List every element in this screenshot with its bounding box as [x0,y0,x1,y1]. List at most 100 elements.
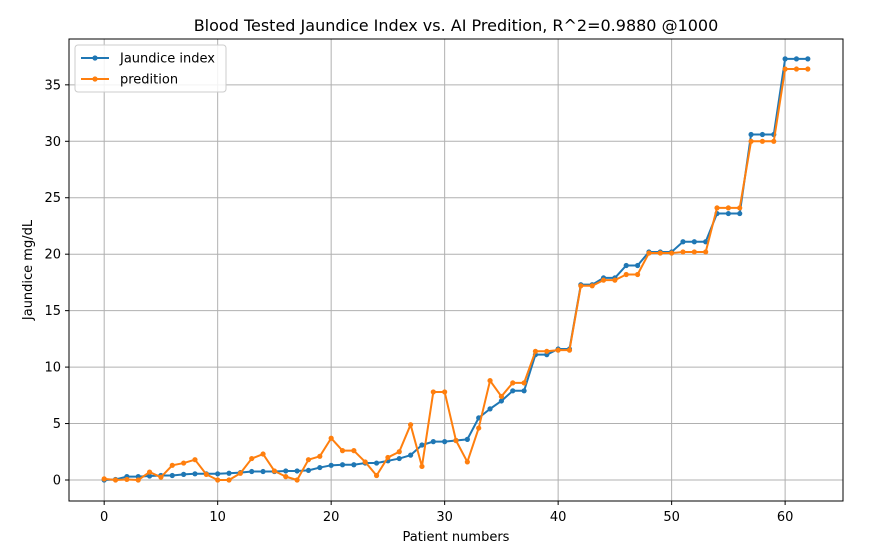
legend-box [74,44,227,93]
y-tick-label: 10 [44,361,61,376]
data-point [748,131,754,138]
data-point [544,348,550,354]
data-point [782,66,788,72]
data-point [703,249,709,255]
data-point [249,455,255,462]
data-point [215,477,221,483]
gridlines [69,39,843,501]
data-point [317,453,323,459]
data-point [453,437,459,444]
data-point [691,249,697,255]
y-axis-title: Jaundice mg/dL [21,219,36,321]
legend: Jaundice index predition [74,44,227,93]
data-point [737,210,743,217]
data-point [623,271,629,278]
data-point [419,463,425,470]
y-tick-label: 15 [44,304,61,319]
data-point [169,462,175,468]
data-point [294,468,300,474]
data-point [339,462,346,468]
data-point [146,473,153,479]
data-point [283,468,289,474]
data-point [464,459,470,465]
plot-frame [68,38,844,502]
data-point [657,250,663,256]
data-point [396,449,402,455]
data-point [351,462,357,468]
data-point [362,459,368,465]
x-tick-label: 40 [550,510,567,525]
legend-marker [92,76,98,82]
data-point [294,477,300,483]
data-point [442,439,448,445]
legend-label: Jaundice index [119,52,215,67]
data-point [782,56,788,62]
data-point [634,271,641,278]
data-point [305,467,312,474]
x-tick-label: 0 [100,510,108,525]
data-point [226,477,232,483]
y-tick-label: 0 [53,474,61,489]
data-point [714,205,720,211]
y-tick-label: 35 [44,78,61,93]
data-point [464,436,470,442]
data-point [805,56,811,62]
data-point [680,249,686,255]
data-point [260,451,266,457]
data-point [566,347,573,353]
data-point [691,239,697,245]
y-tick-label: 25 [44,191,61,206]
data-point [793,56,800,62]
data-point [725,205,731,211]
data-point [634,262,641,269]
x-tick-label: 30 [436,510,453,525]
data-point [793,66,800,72]
data-point [181,460,187,466]
y-tick-label: 5 [53,417,61,432]
data-point [408,422,414,428]
data-point [476,425,482,431]
y-tick-label: 30 [44,135,61,150]
data-point [748,138,754,144]
data-point [112,477,119,483]
data-point [805,66,811,72]
data-point [317,464,323,471]
data-point [578,283,584,289]
data-point [771,138,777,144]
data-point [600,277,607,283]
data-point [305,457,312,463]
data-point [192,471,198,477]
y-tick-label: 20 [44,248,61,263]
data-point [646,250,652,256]
data-point [589,283,595,289]
data-point [146,469,153,475]
x-tick-label: 50 [663,510,680,525]
data-point [271,468,278,474]
x-tick-label: 10 [209,510,226,525]
data-point [487,406,493,412]
data-point [521,380,527,386]
data-point [759,138,766,144]
chart-title: Blood Tested Jaundice Index vs. AI Predi… [194,16,719,35]
data-point [510,380,516,386]
legend-label: predition [120,73,178,88]
x-tick-label: 20 [323,510,340,525]
data-point [215,471,221,477]
data-point [396,455,402,462]
data-point [521,388,527,394]
data-point [373,460,380,466]
data-point [351,448,357,454]
x-tick-label: 60 [777,510,794,525]
data-point [339,448,346,454]
data-point [532,348,539,354]
data-point [373,472,380,479]
data-point [612,277,618,283]
data-point [680,239,686,245]
data-point [249,468,255,475]
data-point [555,347,561,353]
data-point [669,250,675,256]
data-point [328,462,334,468]
data-point [442,389,448,395]
